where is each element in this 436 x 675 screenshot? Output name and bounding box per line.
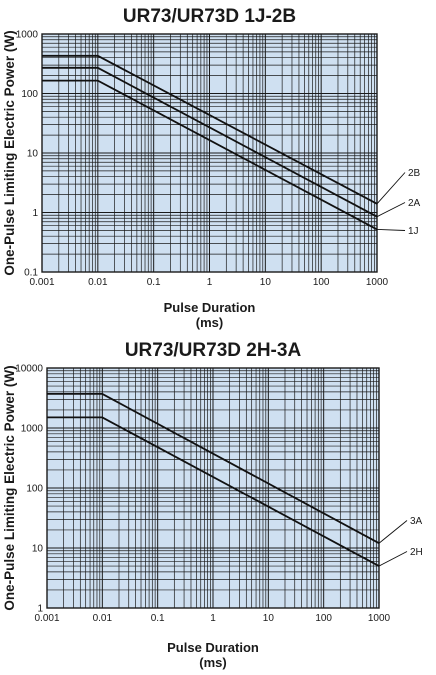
x-tick-label: 0.001 bbox=[34, 613, 59, 624]
grid-lines bbox=[46, 368, 379, 609]
x-tick-label: 0.1 bbox=[147, 277, 161, 288]
y-tick-label: 10 bbox=[32, 544, 44, 555]
x-tick-label: 100 bbox=[315, 613, 332, 624]
leader-line-1j bbox=[376, 228, 406, 231]
series-line-2b bbox=[42, 54, 378, 205]
x-tick-label: 100 bbox=[313, 277, 330, 288]
x-tick-label: 0.01 bbox=[93, 613, 113, 624]
chart-title: UR73/UR73D 1J-2B bbox=[123, 6, 296, 27]
series-line-1j bbox=[42, 79, 378, 231]
y-axis-label: One-Pulse Limiting Electric Power (W) bbox=[2, 30, 17, 275]
y-tick-label: 10 bbox=[27, 149, 39, 160]
y-tick-label: 100 bbox=[26, 484, 43, 495]
chart-title: UR73/UR73D 2H-3A bbox=[125, 340, 302, 361]
y-tick-label: 0.1 bbox=[24, 268, 38, 279]
series-line-2h bbox=[47, 416, 380, 567]
leader-line-2a bbox=[376, 202, 406, 218]
plot-frame bbox=[41, 33, 378, 273]
y-tick-label: 1 bbox=[37, 604, 43, 615]
series-label-1j: 1J bbox=[408, 226, 419, 237]
series-label-2a: 2A bbox=[408, 198, 421, 209]
x-tick-label: 10 bbox=[263, 613, 275, 624]
x-tick-label: 1 bbox=[210, 613, 216, 624]
plot-frame bbox=[46, 367, 380, 609]
x-axis-unit: (ms) bbox=[196, 315, 223, 330]
chart-1j-2b: UR73/UR73D 1J-2B 0.001 0.01 0.1 1 10 100 1000 0.… bbox=[2, 6, 421, 330]
leader-line-2b bbox=[376, 172, 406, 205]
series-label-2h: 2H bbox=[410, 547, 423, 558]
x-tick-label: 10 bbox=[260, 277, 272, 288]
series-line-3a bbox=[47, 392, 380, 544]
y-axis-label: One-Pulse Limiting Electric Power (W) bbox=[2, 365, 17, 610]
leader-line-2h bbox=[378, 551, 408, 567]
x-axis-unit: (ms) bbox=[199, 655, 226, 670]
x-tick-label: 0.001 bbox=[29, 277, 54, 288]
x-tick-label: 1000 bbox=[366, 277, 389, 288]
chart-2h-3a: UR73/UR73D 2H-3A 0.001 0.01 0.1 1 10 100 1000 1 1… bbox=[2, 340, 423, 670]
series-line-2a bbox=[42, 66, 378, 218]
x-tick-label: 1000 bbox=[368, 613, 391, 624]
y-tick-label: 1 bbox=[32, 208, 38, 219]
series-label-3a: 3A bbox=[410, 516, 423, 527]
grid-lines bbox=[41, 34, 377, 273]
y-tick-label: 1000 bbox=[21, 424, 44, 435]
y-tick-label: 1000 bbox=[16, 30, 39, 41]
x-tick-label: 0.01 bbox=[88, 277, 108, 288]
y-tick-label: 10000 bbox=[15, 364, 43, 375]
x-axis-label: Pulse Duration bbox=[167, 640, 259, 655]
x-axis-label: Pulse Duration bbox=[164, 300, 256, 315]
series-label-2b: 2B bbox=[408, 168, 421, 179]
x-tick-label: 0.1 bbox=[151, 613, 165, 624]
y-tick-label: 100 bbox=[21, 89, 38, 100]
x-tick-label: 1 bbox=[207, 277, 213, 288]
leader-line-3a bbox=[378, 520, 408, 544]
